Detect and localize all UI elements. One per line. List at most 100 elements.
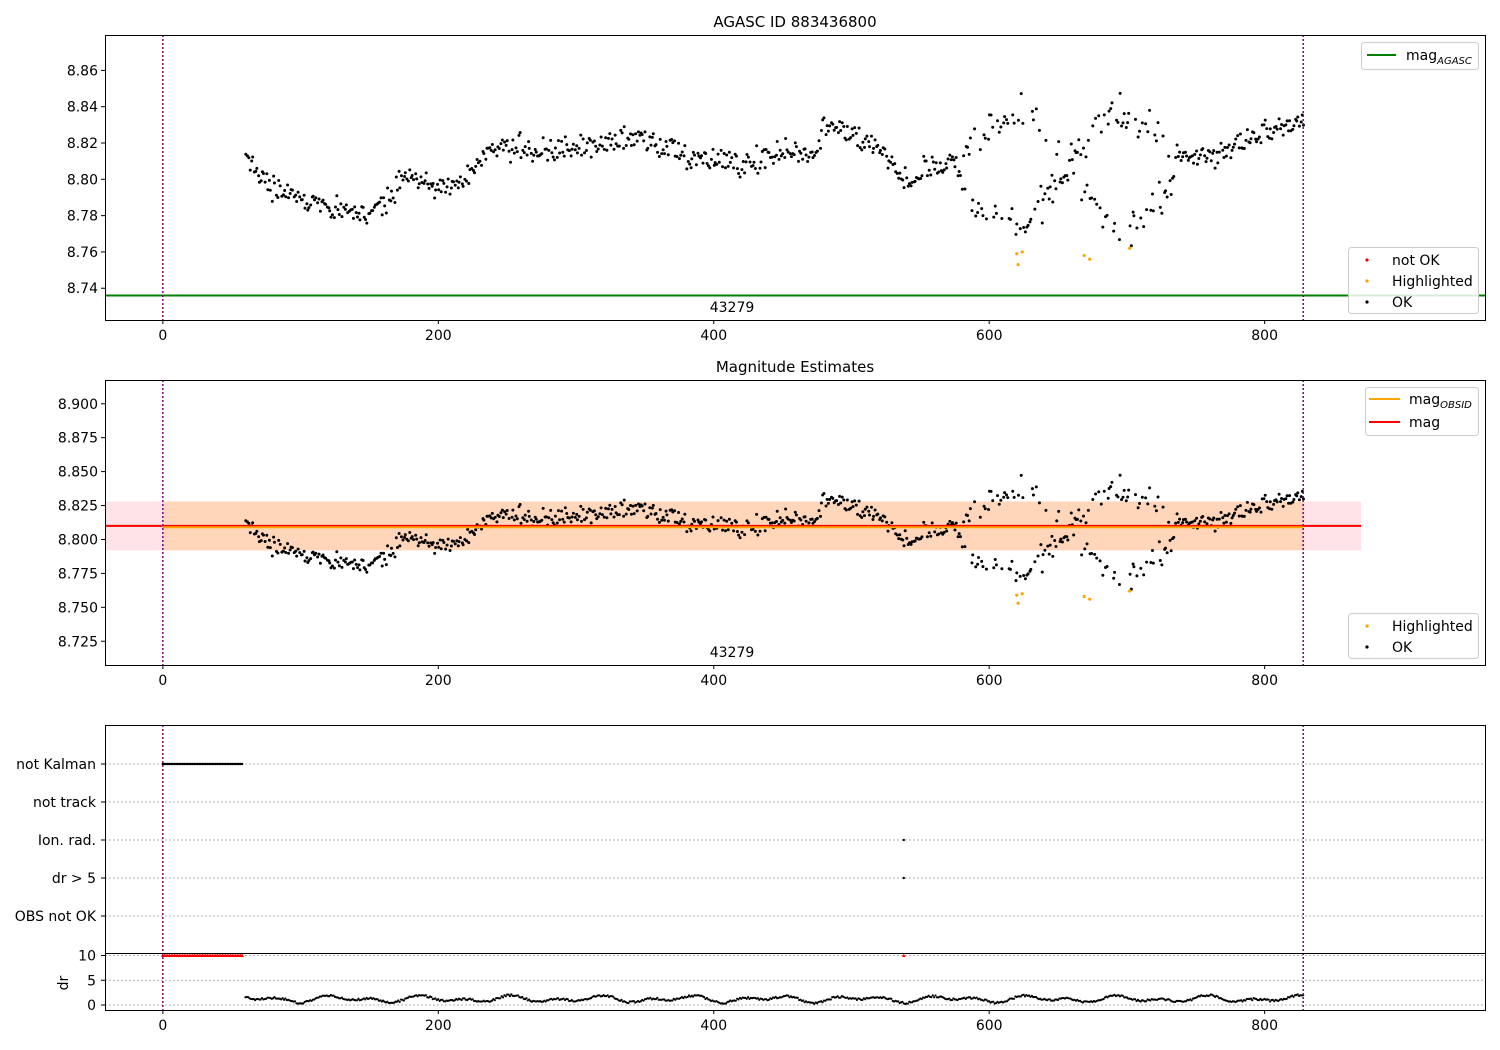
ok-point [596, 147, 600, 151]
ok-point [781, 518, 785, 522]
ok-point [337, 564, 341, 568]
ok-point [261, 533, 265, 537]
ok-point [897, 537, 901, 541]
flag-label: not track [33, 795, 97, 811]
ok-point [934, 161, 938, 165]
ok-point [670, 138, 674, 142]
ok-point [811, 156, 815, 160]
agasc-xtick-label: 600 [976, 328, 1003, 344]
ok-point [276, 551, 280, 555]
ok-point [660, 152, 664, 156]
flag-point [171, 762, 174, 766]
ok-point [294, 549, 298, 553]
ok-point [648, 135, 652, 139]
ok-point [272, 181, 276, 185]
ok-point [679, 153, 683, 157]
ok-point [867, 509, 871, 513]
dr-tick-label: 5 [87, 973, 96, 989]
ok-point [661, 515, 665, 519]
flags-panel: dr not Kalman not track Ion. rad. dr > 5 OBS… [15, 725, 1486, 1034]
ok-point [401, 178, 405, 182]
ok-point [788, 518, 792, 522]
ok-point [1288, 494, 1292, 498]
ok-point [764, 148, 768, 152]
ok-point [1205, 156, 1209, 160]
ok-point [384, 563, 388, 567]
ok-point [730, 521, 734, 525]
ok-point [1153, 504, 1157, 508]
ok-point [383, 204, 387, 208]
ok-point [1154, 139, 1158, 143]
ok-point [442, 541, 446, 545]
ok-point [393, 555, 397, 559]
ok-point [1080, 198, 1084, 202]
ok-point [1201, 147, 1205, 151]
ok-point [686, 159, 690, 163]
ok-point [1185, 154, 1189, 158]
ok-point [989, 489, 993, 493]
dr-point [821, 1001, 824, 1004]
dr-point [1285, 997, 1288, 1000]
ok-point [1265, 127, 1269, 131]
ok-point [1198, 519, 1202, 523]
ok-point [711, 147, 715, 151]
dr-point [649, 996, 652, 999]
ok-point [473, 171, 477, 175]
ok-point [523, 513, 527, 517]
ok-point [872, 514, 876, 518]
ok-point [801, 157, 805, 161]
ok-point [394, 536, 398, 540]
dr-point [890, 997, 893, 1000]
ok-point [1046, 186, 1050, 190]
ok-point [889, 160, 893, 164]
ok-point [876, 143, 880, 147]
ok-point [265, 172, 269, 176]
ok-point [858, 146, 862, 150]
ok-point [883, 147, 887, 151]
ok-point [482, 518, 486, 522]
dr-point [920, 998, 923, 1001]
flag-point [224, 762, 227, 766]
ok-point [725, 519, 729, 523]
ok-point [270, 554, 274, 558]
ok-point [807, 521, 811, 525]
ok-point [281, 549, 285, 553]
ok-point [321, 198, 325, 202]
ok-point [901, 538, 905, 542]
ok-point [662, 518, 666, 522]
ok-point [1158, 205, 1162, 209]
agasc-ytick-label: 8.74 [67, 281, 98, 297]
ok-point [664, 509, 668, 513]
ok-point [851, 133, 855, 137]
ok-point [311, 550, 315, 554]
ok-point [1262, 123, 1266, 127]
ok-point [1291, 127, 1295, 131]
flag-point [161, 762, 165, 766]
ok-point [344, 203, 348, 207]
ok-point [1002, 121, 1006, 125]
ok-point [1011, 113, 1015, 117]
highlighted-point [1082, 253, 1086, 258]
ok-point [869, 505, 873, 509]
ok-point [500, 138, 504, 142]
ok-point [379, 196, 383, 200]
ok-point [1018, 227, 1022, 231]
flag-point [191, 762, 194, 766]
ok-point [344, 557, 348, 561]
ok-point [818, 514, 822, 518]
ok-point [1091, 498, 1095, 502]
ok-point [812, 154, 816, 158]
ok-point [799, 518, 803, 522]
ok-point [467, 181, 471, 185]
ok-point [333, 205, 337, 209]
ok-point [649, 512, 653, 516]
ok-point [1116, 120, 1120, 124]
ok-point [654, 512, 658, 516]
ok-point [974, 565, 978, 569]
ok-point [1160, 563, 1164, 567]
ok-point [1060, 540, 1064, 544]
ok-point [505, 509, 509, 513]
ok-point [509, 160, 513, 164]
ok-point [880, 519, 884, 523]
ok-point [1105, 213, 1109, 217]
